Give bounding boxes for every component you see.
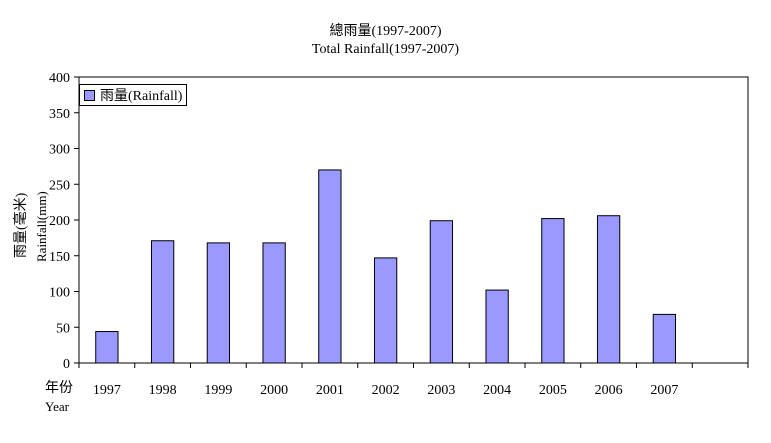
- y-tick-label: 300: [49, 143, 70, 158]
- x-tick-label: 1999: [204, 383, 232, 398]
- y-tick-label: 100: [49, 286, 70, 301]
- bar-2001: [318, 169, 342, 364]
- legend: 雨量(Rainfall): [79, 84, 188, 106]
- y-tick-label: 150: [49, 250, 70, 265]
- x-tick-label: 1997: [93, 383, 121, 398]
- x-tick-label: 2005: [539, 383, 567, 398]
- y-tick-label: 350: [49, 107, 70, 122]
- bar-2000: [262, 242, 286, 364]
- y-tick-label: 250: [49, 178, 70, 193]
- x-tick-label: 2002: [372, 383, 400, 398]
- bars-group: [95, 169, 677, 364]
- bar-2003: [429, 220, 454, 364]
- y-tick-label: 200: [49, 214, 70, 229]
- bar-1997: [95, 331, 119, 364]
- y-axis-label-zh: 雨量(毫米): [14, 192, 29, 258]
- x-tick-label: 2006: [595, 383, 623, 398]
- x-tick-label: 1998: [149, 383, 177, 398]
- legend-swatch: [84, 89, 95, 101]
- x-tick-label: 2004: [483, 383, 511, 398]
- chart-subtitle: Total Rainfall(1997-2007): [311, 42, 460, 57]
- x-tick-label: 2003: [427, 383, 455, 398]
- bar-2004: [485, 289, 509, 364]
- y-tick-label: 400: [49, 71, 70, 86]
- x-axis-label-zh: 年份: [45, 381, 73, 396]
- y-tick-label: 0: [63, 357, 70, 372]
- bar-1999: [206, 242, 231, 364]
- bar-2005: [541, 218, 565, 364]
- bar-1998: [150, 240, 175, 364]
- x-axis-label-en: Year: [45, 399, 69, 414]
- legend-label: 雨量(Rainfall): [100, 89, 183, 104]
- y-axis-label-en: Rainfall(mm): [34, 191, 49, 262]
- bar-2007: [652, 313, 677, 364]
- x-tick-label: 2001: [316, 383, 344, 398]
- plot-frame: [78, 76, 749, 364]
- bar-2002: [373, 257, 398, 364]
- chart-title: 總雨量(1997-2007): [329, 24, 442, 39]
- x-tick-label: 2007: [650, 383, 678, 398]
- x-axis: 1997 1998 1999 2000 2001 2002 2003 2004 2005 2006…: [78, 363, 749, 398]
- y-axis: 0 50 100 150 200 250 300 350 400: [49, 71, 79, 372]
- x-tick-label: 2000: [260, 383, 288, 398]
- bar-2006: [596, 215, 621, 364]
- y-tick-label: 50: [56, 321, 70, 336]
